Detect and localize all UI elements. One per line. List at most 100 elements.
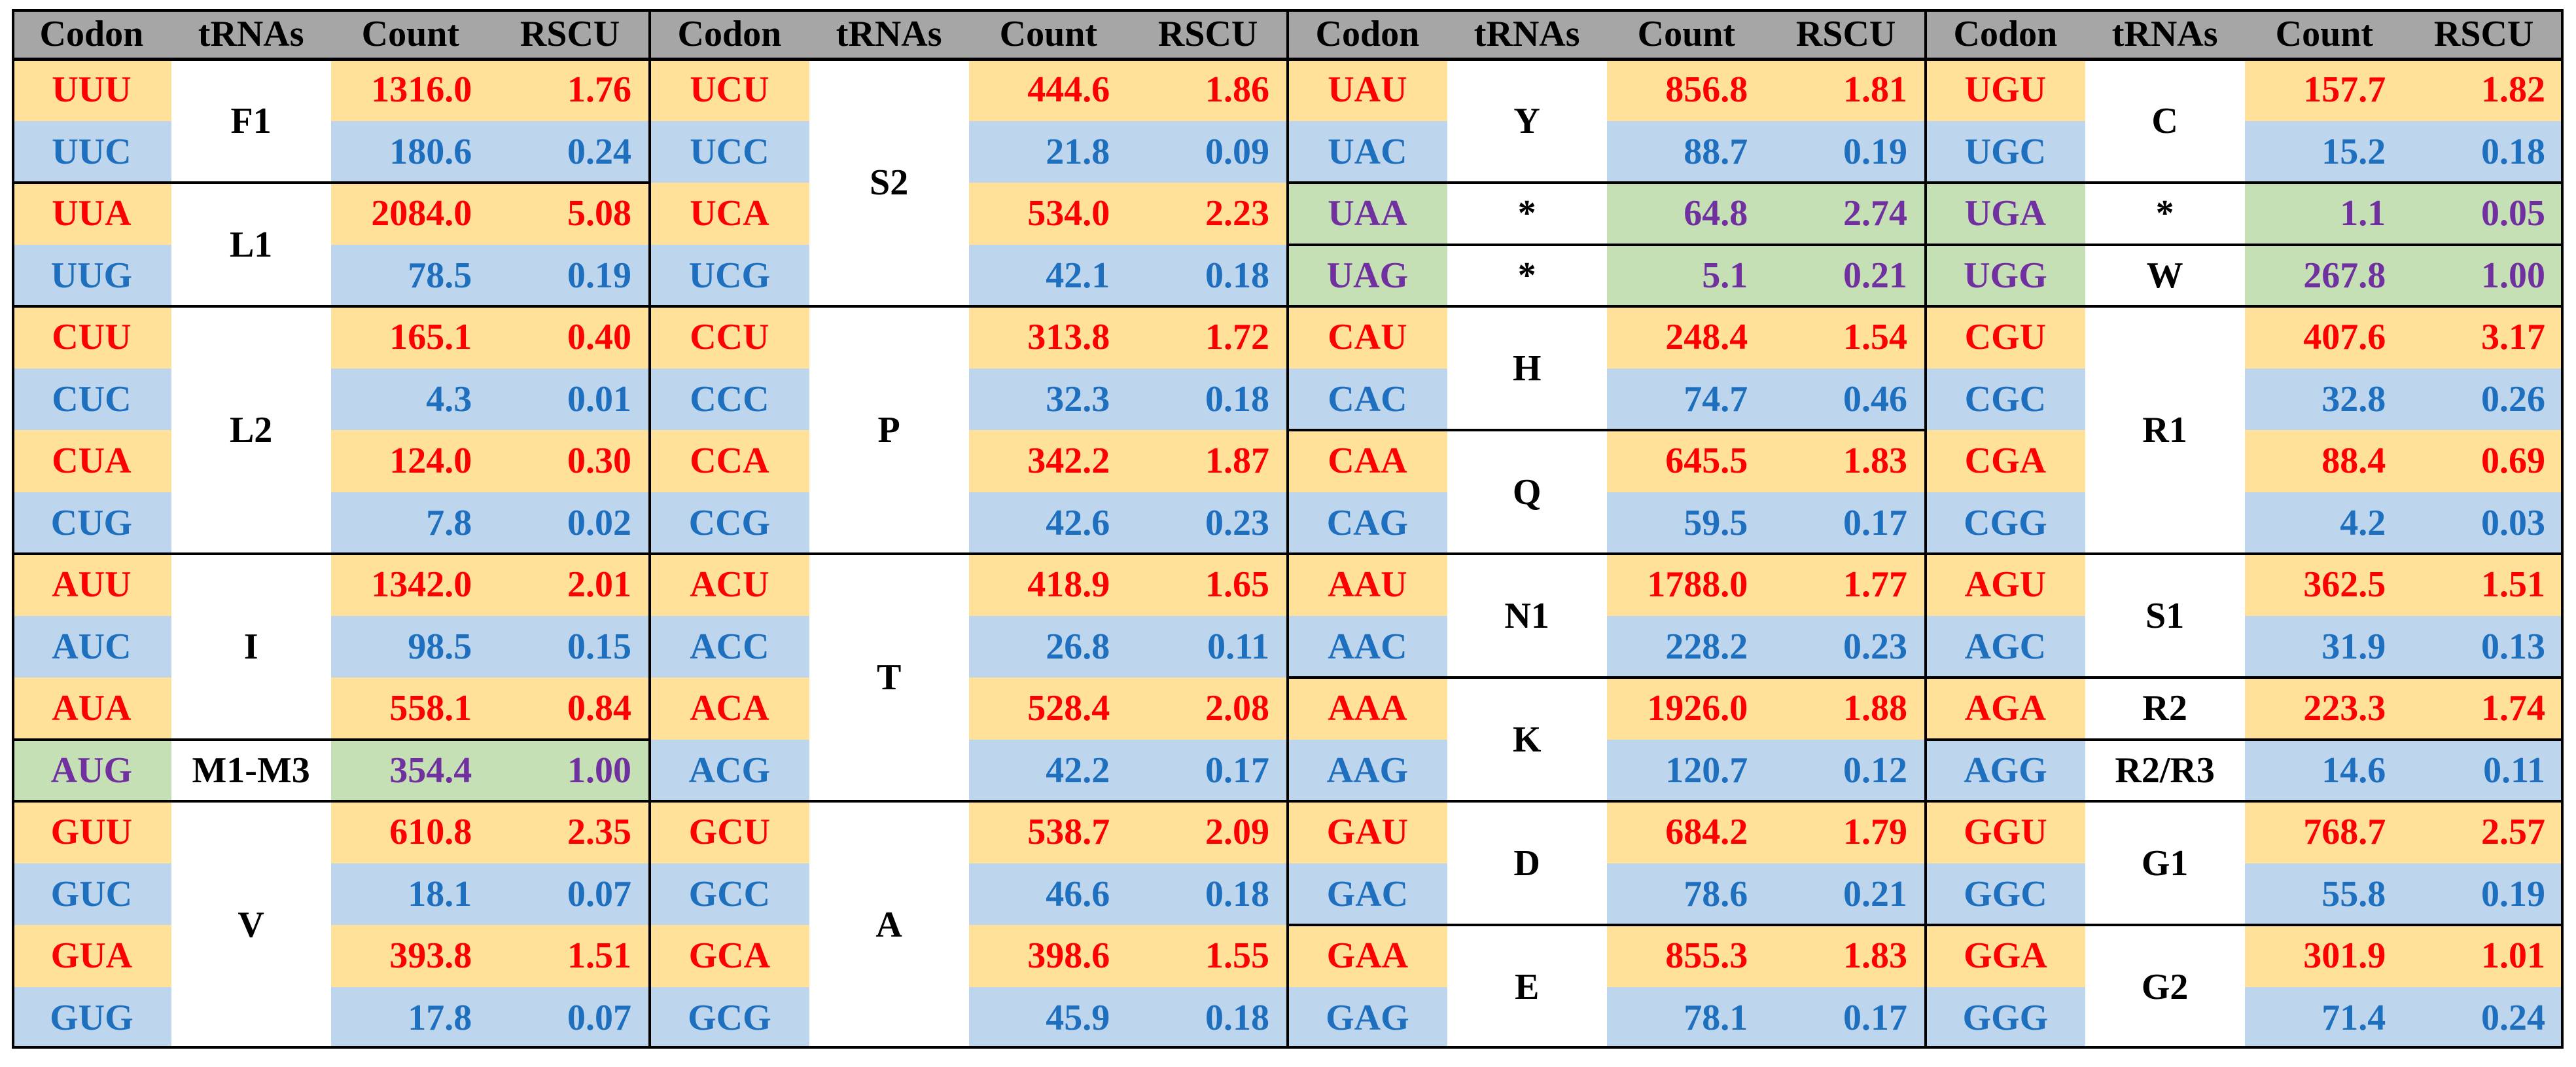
group-separator (1926, 676, 2564, 679)
count-cell: 71.4 (2244, 986, 2405, 1049)
codon-cell: UCU (650, 59, 809, 121)
header-rscu: RSCU (1766, 9, 1926, 59)
codon-cell: GAA (1288, 925, 1447, 987)
codon-cell: GAG (1288, 986, 1447, 1049)
group-separator (1926, 800, 2564, 803)
codon-cell: CAA (1288, 430, 1447, 492)
rscu-cell: 1.87 (1128, 430, 1288, 492)
trna-cell: R2 (2085, 678, 2245, 740)
count-cell: 7.8 (330, 492, 491, 554)
count-cell: 768.7 (2244, 801, 2405, 863)
count-cell: 855.3 (1606, 925, 1767, 987)
header-trna: tRNAs (1447, 9, 1607, 59)
rscu-cell: 0.09 (1128, 120, 1288, 183)
count-cell: 88.4 (2244, 430, 2405, 492)
group-separator (1926, 924, 2564, 926)
group-separator (1926, 552, 2564, 555)
count-cell: 5.1 (1606, 244, 1767, 306)
rscu-cell: 1.88 (1766, 678, 1926, 740)
rscu-cell: 0.84 (490, 678, 650, 740)
trna-cell: * (1447, 244, 1607, 306)
trna-cell: G2 (2085, 925, 2245, 1049)
trna-cell: F1 (171, 59, 331, 183)
rscu-cell: 1.74 (2404, 678, 2564, 740)
codon-cell: UGU (1926, 59, 2085, 121)
group-separator (1288, 800, 1926, 803)
codon-cell: UCC (650, 120, 809, 183)
rscu-cell: 1.83 (1766, 430, 1926, 492)
trna-cell: M1-M3 (171, 739, 331, 801)
rscu-cell: 0.03 (2404, 492, 2564, 554)
group-separator (1288, 429, 1926, 431)
header-rscu: RSCU (1128, 9, 1288, 59)
group-separator (1926, 738, 2564, 741)
codon-cell: GAU (1288, 801, 1447, 863)
header-codon: Codon (1288, 9, 1447, 59)
count-cell: 248.4 (1606, 306, 1767, 369)
rscu-cell: 2.35 (490, 801, 650, 863)
count-cell: 88.7 (1606, 120, 1767, 183)
header-count: Count (1606, 9, 1767, 59)
header-count: Count (330, 9, 491, 59)
count-cell: 46.6 (968, 863, 1129, 925)
count-cell: 645.5 (1606, 430, 1767, 492)
codon-cell: GCA (650, 925, 809, 987)
codon-cell: UGA (1926, 183, 2085, 245)
rscu-cell: 0.18 (2404, 120, 2564, 183)
codon-cell: UAG (1288, 244, 1447, 306)
codon-cell: GUC (12, 863, 171, 925)
count-cell: 42.6 (968, 492, 1129, 554)
codon-usage-table: Codon tRNAs Count RSCU UUU 1316.0 1.76 UUC 180.6… (12, 9, 2564, 1049)
codon-cell: CUU (12, 306, 171, 369)
codon-cell: AAA (1288, 678, 1447, 740)
count-cell: 45.9 (968, 986, 1129, 1049)
rscu-cell: 1.81 (1766, 59, 1926, 121)
rscu-cell: 0.05 (2404, 183, 2564, 245)
codon-cell: AAG (1288, 739, 1447, 801)
codon-cell: GCC (650, 863, 809, 925)
rscu-cell: 1.86 (1128, 59, 1288, 121)
count-cell: 14.6 (2244, 739, 2405, 801)
block-divider (1924, 9, 1927, 1049)
group-separator (12, 305, 650, 308)
group-separator (12, 800, 650, 803)
count-cell: 558.1 (330, 678, 491, 740)
codon-cell: UUU (12, 59, 171, 121)
group-separator (12, 552, 650, 555)
group-separator (1288, 305, 1926, 308)
codon-cell: AUG (12, 739, 171, 801)
trna-cell: C (2085, 59, 2245, 183)
rscu-cell: 0.18 (1128, 368, 1288, 430)
codon-cell: CGG (1926, 492, 2085, 554)
group-separator (12, 738, 650, 741)
codon-cell: AUC (12, 615, 171, 678)
rscu-cell: 1.82 (2404, 59, 2564, 121)
count-cell: 4.3 (330, 368, 491, 430)
rscu-cell: 0.07 (490, 986, 650, 1049)
rscu-cell: 0.40 (490, 306, 650, 369)
rscu-cell: 1.55 (1128, 925, 1288, 987)
codon-cell: CCG (650, 492, 809, 554)
codon-cell: GUU (12, 801, 171, 863)
header-rscu: RSCU (490, 9, 650, 59)
codon-cell: UUC (12, 120, 171, 183)
codon-cell: CCC (650, 368, 809, 430)
count-cell: 354.4 (330, 739, 491, 801)
group-separator (1288, 552, 1926, 555)
group-separator (1288, 924, 1926, 926)
group-separator (1288, 181, 1926, 184)
count-cell: 26.8 (968, 615, 1129, 678)
header-codon: Codon (650, 9, 809, 59)
rscu-cell: 1.83 (1766, 925, 1926, 987)
rscu-cell: 1.54 (1766, 306, 1926, 369)
rscu-cell: 0.46 (1766, 368, 1926, 430)
rscu-cell: 0.17 (1766, 986, 1926, 1049)
codon-cell: ACG (650, 739, 809, 801)
count-cell: 31.9 (2244, 615, 2405, 678)
header-count: Count (968, 9, 1129, 59)
count-cell: 398.6 (968, 925, 1129, 987)
count-cell: 1316.0 (330, 59, 491, 121)
count-cell: 17.8 (330, 986, 491, 1049)
count-cell: 18.1 (330, 863, 491, 925)
codon-cell: CUC (12, 368, 171, 430)
